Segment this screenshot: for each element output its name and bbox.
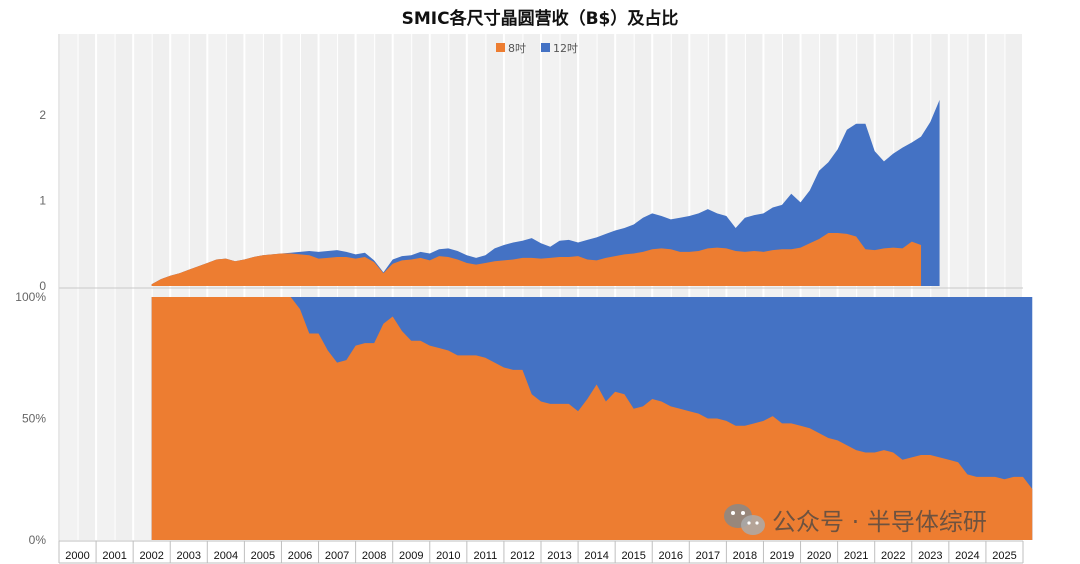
watermark: 公众号 · 半导体综研 <box>724 504 987 536</box>
x-tick-2002: 2002 <box>139 550 163 562</box>
legend-label-12inch: 12吋 <box>553 42 578 55</box>
x-tick-2012: 2012 <box>510 550 534 562</box>
year-band-2001-b <box>115 34 133 540</box>
year-band-2000-a <box>60 34 78 540</box>
x-tick-2008: 2008 <box>362 550 386 562</box>
x-tick-2018: 2018 <box>733 550 757 562</box>
x-tick-2003: 2003 <box>177 550 201 562</box>
year-band-2000-b <box>78 34 96 540</box>
x-axis-year-labels: 2000 2001 2002 2003 2004 2005 2006 2007 2008 2009… <box>65 550 1016 562</box>
x-tick-2005: 2005 <box>251 550 275 562</box>
x-tick-2025: 2025 <box>992 550 1016 562</box>
y-tick-labels: 0 1 2 0% 50% 100% <box>15 108 46 547</box>
x-tick-2023: 2023 <box>918 550 942 562</box>
year-band-2002-a <box>134 34 152 540</box>
x-tick-2010: 2010 <box>436 550 460 562</box>
x-tick-2017: 2017 <box>696 550 720 562</box>
chart-title: SMIC各尺寸晶圆营收（B$）及占比 <box>402 8 679 29</box>
x-tick-2015: 2015 <box>621 550 645 562</box>
axes <box>58 34 1024 564</box>
x-tick-2016: 2016 <box>659 550 683 562</box>
y-tick-top-2: 2 <box>39 108 46 122</box>
x-tick-2009: 2009 <box>399 550 423 562</box>
share-area-8inch <box>151 297 1033 540</box>
x-tick-2006: 2006 <box>288 550 312 562</box>
x-tick-2007: 2007 <box>325 550 349 562</box>
x-tick-2000: 2000 <box>65 550 89 562</box>
legend-swatch-8inch <box>496 43 505 52</box>
y-tick-share-0%: 0% <box>29 533 47 547</box>
y-tick-top-0: 0 <box>39 279 46 293</box>
y-tick-share-100%: 100% <box>15 290 46 304</box>
x-tick-2013: 2013 <box>547 550 571 562</box>
legend: 8吋 12吋 <box>496 42 578 55</box>
x-tick-2021: 2021 <box>844 550 868 562</box>
x-tick-2024: 2024 <box>955 550 979 562</box>
area-series <box>151 99 1033 540</box>
y-tick-share-50%: 50% <box>22 412 46 426</box>
x-tick-2019: 2019 <box>770 550 794 562</box>
y-tick-top-1: 1 <box>39 194 46 208</box>
watermark-text: 公众号 · 半导体综研 <box>772 508 987 536</box>
x-tick-2001: 2001 <box>102 550 126 562</box>
x-tick-2011: 2011 <box>474 550 498 562</box>
top-area-12inch <box>151 99 940 286</box>
legend-label-8inch: 8吋 <box>508 42 526 55</box>
x-tick-2004: 2004 <box>214 550 238 562</box>
legend-swatch-12inch <box>541 43 550 52</box>
wechat-icon <box>724 504 765 535</box>
year-band-2001-a <box>97 34 115 540</box>
x-tick-2014: 2014 <box>584 550 608 562</box>
top-area-8inch <box>151 233 922 286</box>
x-tick-2022: 2022 <box>881 550 905 562</box>
x-tick-2020: 2020 <box>807 550 831 562</box>
